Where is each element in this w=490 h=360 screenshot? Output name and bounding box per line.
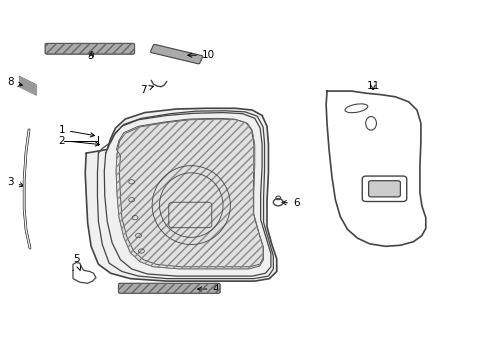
Text: 10: 10 xyxy=(188,50,215,60)
FancyBboxPatch shape xyxy=(45,43,135,54)
Text: 7: 7 xyxy=(140,85,153,95)
FancyBboxPatch shape xyxy=(368,181,400,197)
Text: 8: 8 xyxy=(7,77,23,87)
Text: 6: 6 xyxy=(282,198,299,208)
Text: 9: 9 xyxy=(88,51,95,61)
Text: 1: 1 xyxy=(58,125,95,137)
FancyBboxPatch shape xyxy=(150,44,203,64)
Polygon shape xyxy=(116,119,264,269)
FancyBboxPatch shape xyxy=(119,283,220,293)
Text: 3: 3 xyxy=(7,177,24,187)
Text: 4: 4 xyxy=(197,284,219,294)
Polygon shape xyxy=(85,108,277,281)
Text: 11: 11 xyxy=(367,81,380,91)
Text: 5: 5 xyxy=(73,254,81,270)
Text: 2: 2 xyxy=(58,136,99,146)
